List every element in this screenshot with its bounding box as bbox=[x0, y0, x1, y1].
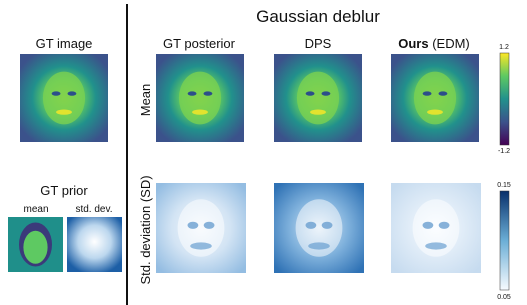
label: GT prior bbox=[40, 183, 88, 198]
sd-image bbox=[156, 183, 246, 273]
row-label: Std. deviation (SD) bbox=[138, 175, 153, 284]
gt-image bbox=[20, 54, 108, 142]
mean-image bbox=[391, 54, 479, 142]
column-header: Ours (EDM) bbox=[398, 36, 470, 51]
label: GT image bbox=[36, 36, 93, 51]
row-label: Mean bbox=[138, 84, 153, 117]
title: Gaussian deblur bbox=[256, 7, 380, 26]
mean-image bbox=[156, 54, 244, 142]
prior-std bbox=[67, 217, 122, 272]
mean-image bbox=[274, 54, 362, 142]
ours-rest: (EDM) bbox=[432, 36, 470, 51]
label: std. dev. bbox=[75, 204, 112, 215]
ours-bold: Ours bbox=[398, 36, 428, 51]
colorbar-max: 1.2 bbox=[499, 44, 509, 51]
sd-image bbox=[274, 183, 364, 273]
column-header: DPS bbox=[305, 36, 332, 51]
label: mean bbox=[23, 204, 48, 215]
colorbar bbox=[500, 53, 509, 145]
colorbar-max: 0.15 bbox=[497, 182, 511, 189]
prior-mean bbox=[8, 217, 63, 272]
colorbar bbox=[500, 191, 509, 290]
sd-image bbox=[391, 183, 481, 273]
column-header: GT posterior bbox=[163, 36, 236, 51]
colorbar-min: -1.2 bbox=[498, 148, 510, 155]
colorbar-min: 0.05 bbox=[497, 294, 511, 301]
figure: Gaussian deblur GT image GT prior mean s… bbox=[0, 0, 527, 305]
